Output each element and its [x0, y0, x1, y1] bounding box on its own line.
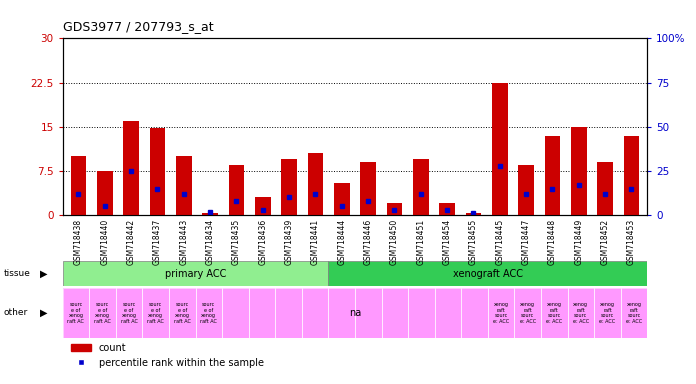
Text: xenog
raft
sourc
e: ACC: xenog raft sourc e: ACC: [573, 302, 589, 324]
Text: sourc
e of
xenog
raft AC: sourc e of xenog raft AC: [200, 302, 217, 324]
Bar: [621, 288, 647, 338]
Bar: [116, 288, 143, 338]
Text: GDS3977 / 207793_s_at: GDS3977 / 207793_s_at: [63, 20, 213, 33]
Bar: [248, 288, 275, 338]
Bar: [624, 136, 640, 215]
Bar: [329, 261, 647, 286]
Text: xenog
raft
sourc
e: ACC: xenog raft sourc e: ACC: [520, 302, 536, 324]
Text: sourc
e of
xenog
raft AC: sourc e of xenog raft AC: [94, 302, 111, 324]
Text: GSM718442: GSM718442: [127, 219, 136, 265]
Text: GSM718444: GSM718444: [338, 219, 347, 265]
Text: xenog
raft
sourc
e: ACC: xenog raft sourc e: ACC: [626, 302, 642, 324]
Bar: [89, 288, 116, 338]
Bar: [334, 183, 349, 215]
Bar: [355, 288, 381, 338]
Bar: [150, 128, 166, 215]
Bar: [541, 288, 567, 338]
Text: GSM718443: GSM718443: [180, 219, 189, 265]
Text: GSM718434: GSM718434: [205, 219, 214, 265]
Bar: [70, 156, 86, 215]
Bar: [169, 288, 196, 338]
Text: GSM718454: GSM718454: [443, 219, 452, 265]
Bar: [329, 288, 355, 338]
Text: other: other: [3, 308, 28, 318]
Bar: [381, 288, 408, 338]
Bar: [275, 288, 302, 338]
Bar: [63, 288, 89, 338]
Text: ▶: ▶: [40, 308, 48, 318]
Bar: [143, 288, 169, 338]
Text: ▶: ▶: [40, 268, 48, 279]
Bar: [123, 121, 139, 215]
Bar: [571, 127, 587, 215]
Text: tissue: tissue: [3, 269, 31, 278]
Bar: [567, 288, 594, 338]
Bar: [302, 288, 329, 338]
Bar: [492, 83, 507, 215]
Text: GSM718440: GSM718440: [100, 219, 109, 265]
Text: primary ACC: primary ACC: [165, 268, 226, 279]
Bar: [228, 165, 244, 215]
Text: GSM718435: GSM718435: [232, 219, 241, 265]
Bar: [461, 288, 488, 338]
Text: GSM718451: GSM718451: [416, 219, 425, 265]
Text: GSM718445: GSM718445: [496, 219, 505, 265]
Text: GSM718455: GSM718455: [469, 219, 478, 265]
Bar: [466, 213, 482, 215]
Text: GSM718436: GSM718436: [258, 219, 267, 265]
Bar: [413, 159, 429, 215]
Bar: [308, 153, 324, 215]
Text: sourc
e of
xenog
raft AC: sourc e of xenog raft AC: [68, 302, 84, 324]
Bar: [514, 288, 541, 338]
Text: GSM718452: GSM718452: [601, 219, 610, 265]
Bar: [255, 197, 271, 215]
Text: xenog
raft
sourc
e: ACC: xenog raft sourc e: ACC: [493, 302, 509, 324]
Text: xenog
raft
sourc
e: ACC: xenog raft sourc e: ACC: [546, 302, 562, 324]
Bar: [597, 162, 613, 215]
Text: sourc
e of
xenog
raft AC: sourc e of xenog raft AC: [120, 302, 138, 324]
Bar: [203, 213, 218, 215]
Bar: [361, 162, 376, 215]
Bar: [408, 288, 435, 338]
Bar: [63, 261, 329, 286]
Bar: [519, 165, 534, 215]
Bar: [281, 159, 297, 215]
Text: GSM718449: GSM718449: [574, 219, 583, 265]
Text: GSM718450: GSM718450: [390, 219, 399, 265]
Bar: [544, 136, 560, 215]
Text: GSM718453: GSM718453: [627, 219, 636, 265]
Bar: [97, 171, 113, 215]
Text: GSM718447: GSM718447: [521, 219, 530, 265]
Bar: [435, 288, 461, 338]
Bar: [488, 288, 514, 338]
Bar: [196, 288, 222, 338]
Bar: [386, 203, 402, 215]
Text: na: na: [349, 308, 361, 318]
Bar: [176, 156, 191, 215]
Text: sourc
e of
xenog
raft AC: sourc e of xenog raft AC: [148, 302, 164, 324]
Text: sourc
e of
xenog
raft AC: sourc e of xenog raft AC: [174, 302, 191, 324]
Text: GSM718446: GSM718446: [363, 219, 372, 265]
Legend: count, percentile rank within the sample: count, percentile rank within the sample: [68, 339, 267, 371]
Text: GSM718439: GSM718439: [285, 219, 294, 265]
Text: xenograft ACC: xenograft ACC: [453, 268, 523, 279]
Text: GSM718448: GSM718448: [548, 219, 557, 265]
Text: GSM718437: GSM718437: [153, 219, 162, 265]
Bar: [594, 288, 621, 338]
Bar: [222, 288, 248, 338]
Bar: [439, 203, 455, 215]
Text: GSM718441: GSM718441: [311, 219, 320, 265]
Text: xenog
raft
sourc
e: ACC: xenog raft sourc e: ACC: [599, 302, 615, 324]
Text: GSM718438: GSM718438: [74, 219, 83, 265]
